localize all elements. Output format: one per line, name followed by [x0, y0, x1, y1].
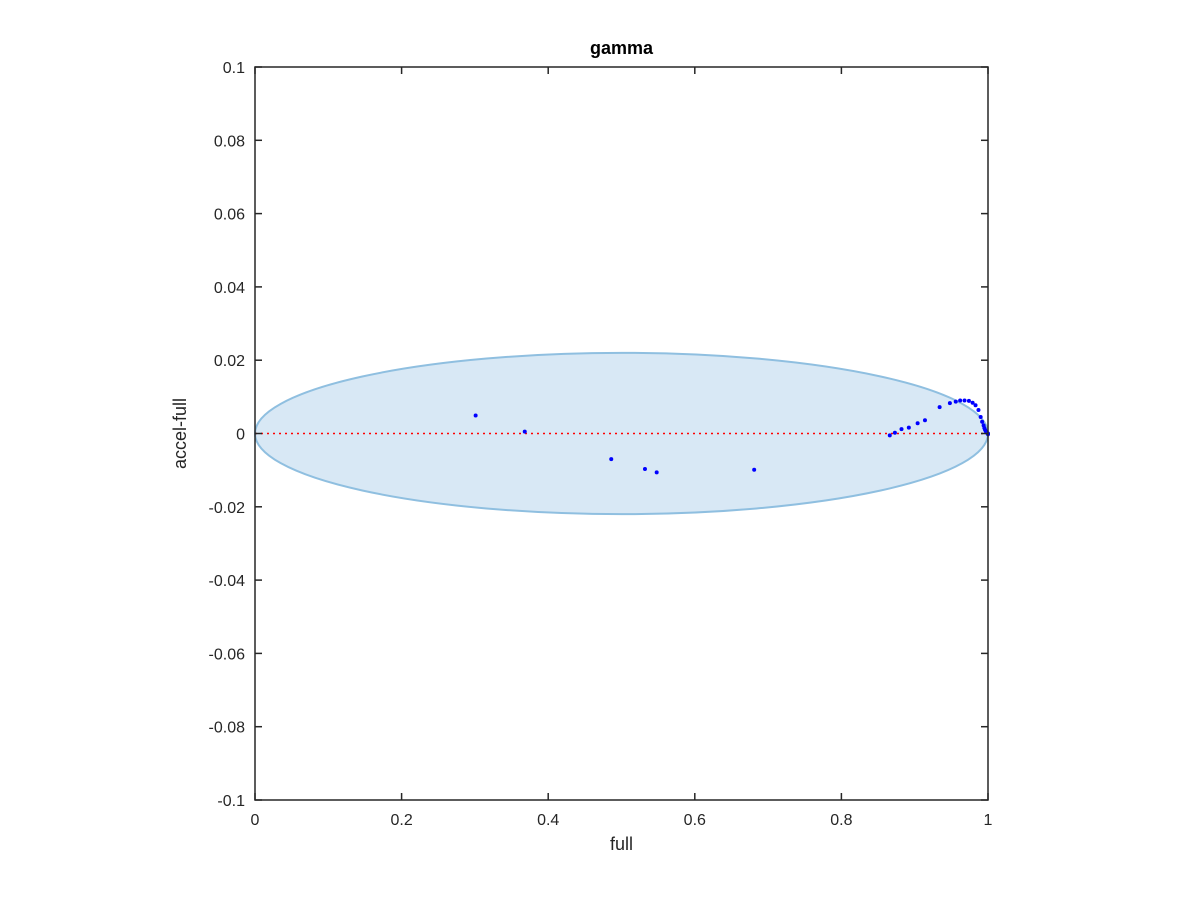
data-point [887, 433, 892, 438]
data-point [980, 419, 985, 424]
y-tick-label: 0.04 [214, 280, 245, 297]
x-tick-label: 0.4 [537, 812, 559, 829]
data-point [970, 400, 975, 405]
x-axis-ticks: 0 0.2 0.4 0.6 0.8 1 [251, 67, 993, 829]
y-tick-label: -0.08 [209, 720, 246, 737]
data-point [473, 413, 478, 418]
x-tick-label: 0.8 [830, 812, 852, 829]
y-tick-label: -0.06 [209, 646, 246, 663]
data-points [473, 398, 990, 475]
data-point [947, 401, 952, 406]
y-axis-label: accel-full [170, 398, 190, 469]
x-tick-label: 1 [984, 812, 993, 829]
data-point [976, 408, 981, 413]
y-tick-label: 0 [236, 427, 245, 444]
x-tick-label: 0.6 [684, 812, 706, 829]
x-tick-label: 0.2 [390, 812, 412, 829]
data-point [642, 467, 647, 472]
data-point [654, 470, 659, 475]
y-tick-label: -0.04 [209, 573, 246, 590]
data-point [966, 398, 971, 403]
data-point [953, 399, 958, 404]
y-tick-label: 0.06 [214, 207, 245, 224]
data-point [937, 405, 942, 410]
data-point [752, 467, 757, 472]
data-point [973, 403, 978, 408]
y-tick-label: 0.02 [214, 353, 245, 370]
y-tick-label: -0.02 [209, 500, 246, 517]
data-point [915, 421, 920, 426]
chart-title: gamma [590, 38, 654, 58]
data-point [962, 398, 967, 403]
data-point [978, 415, 983, 420]
x-axis-label: full [610, 834, 633, 854]
y-tick-label: 0.08 [214, 133, 245, 150]
x-tick-label: 0 [251, 812, 260, 829]
data-point [958, 398, 963, 403]
data-point [922, 418, 927, 423]
data-point [609, 457, 614, 462]
data-point [522, 429, 527, 434]
y-tick-label: -0.1 [217, 793, 245, 810]
y-axis-ticks: 0.1 0.08 0.06 0.04 0.02 0 -0.02 -0.04 -0.06 -0.08… [209, 60, 988, 810]
data-point [899, 427, 904, 432]
data-point [892, 430, 897, 435]
data-point [906, 425, 911, 430]
y-tick-label: 0.1 [223, 60, 245, 77]
